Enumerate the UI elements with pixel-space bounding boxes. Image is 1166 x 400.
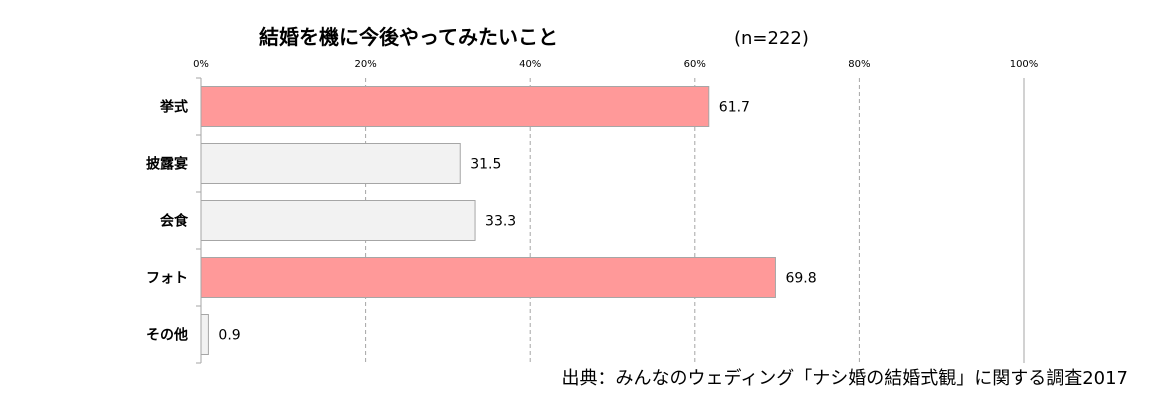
category-label: フォト (146, 271, 188, 287)
y-axis (196, 77, 202, 364)
x-tick-label: 100% (1010, 59, 1039, 70)
data-label: 61.7 (719, 100, 750, 116)
chart-title: 結婚を機に今後やってみたいこと (259, 25, 558, 49)
x-tick-label: 80% (848, 59, 870, 70)
category-label: 会食 (160, 213, 189, 230)
data-label: 33.3 (485, 214, 516, 230)
bar-1 (200, 86, 710, 127)
chart-title-group: 結婚を機に今後やってみたいこと (n=222) (259, 25, 809, 49)
bar-3 (200, 200, 476, 241)
source-note: 出典：みんなのウェディング「ナシ婚の結婚式観」に関する調査2017 (561, 368, 1128, 389)
x-tick-label: 40% (519, 59, 541, 70)
x-tick-label: 0% (193, 59, 209, 70)
bar-5 (200, 314, 209, 355)
data-labels: 61.7 31.5 33.3 69.8 0.9 (218, 100, 816, 344)
category-label: 挙式 (159, 99, 188, 116)
bars (200, 86, 776, 355)
data-label: 69.8 (785, 271, 816, 287)
data-label: 31.5 (470, 157, 501, 173)
bar-4 (200, 257, 776, 298)
x-tick-label: 20% (354, 59, 376, 70)
x-axis-tick-labels: 0% 20% 40% 60% 80% 100% (193, 59, 1038, 70)
category-label: 披露宴 (146, 156, 188, 173)
bar-2 (200, 143, 461, 184)
x-tick-label: 60% (684, 59, 706, 70)
category-label: その他 (146, 327, 188, 344)
data-label: 0.9 (218, 328, 240, 344)
chart-sample-size: (n=222) (734, 28, 809, 49)
